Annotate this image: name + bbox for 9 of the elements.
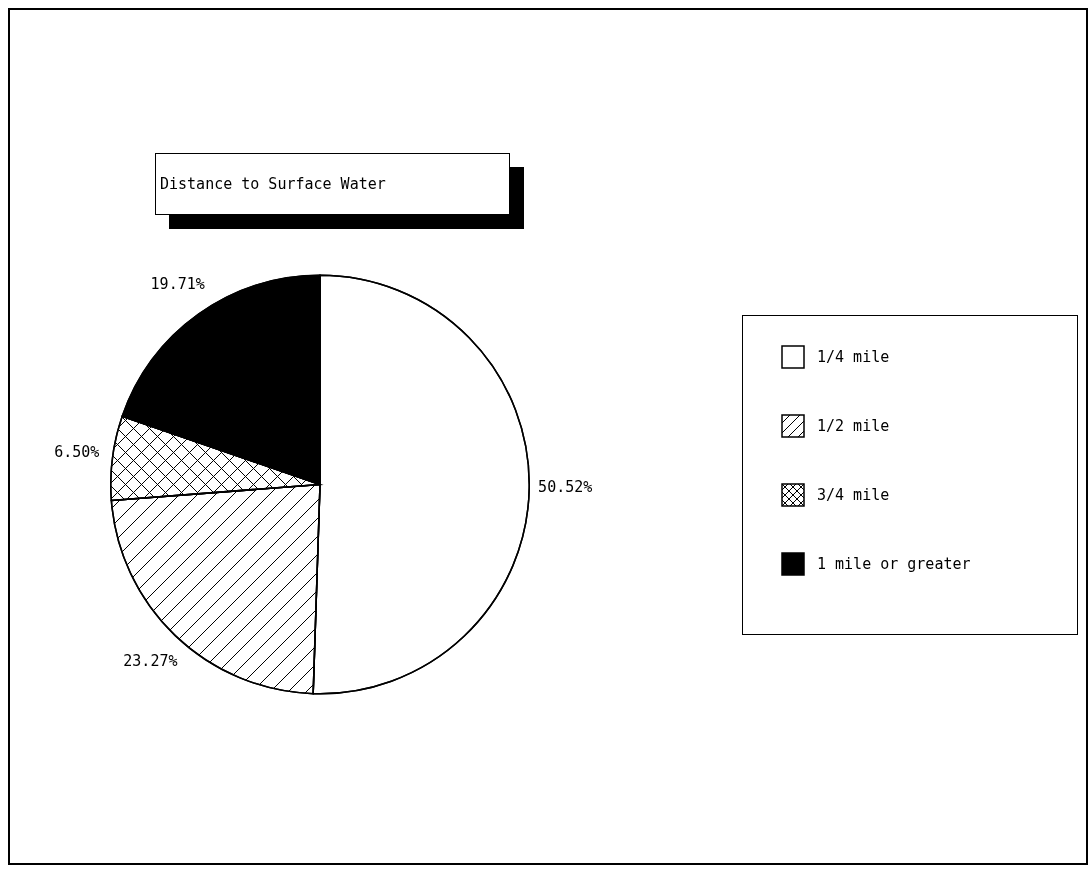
legend-label: 1/2 mile [817, 417, 890, 435]
data-label: 50.52% [538, 478, 593, 497]
chart-title: Distance to Surface Water [155, 153, 510, 215]
legend-label: 1 mile or greater [817, 555, 971, 573]
data-label: 23.27% [123, 651, 178, 670]
legend-label: 3/4 mile [817, 486, 890, 504]
data-label: 6.50% [54, 443, 100, 462]
data-label: 19.71% [150, 274, 205, 293]
legend-label: 1/4 mile [817, 348, 890, 366]
